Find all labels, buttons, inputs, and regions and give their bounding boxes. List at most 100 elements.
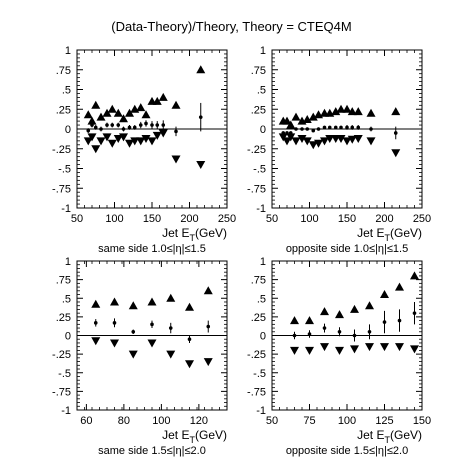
- y-tick-label: -1: [256, 203, 266, 215]
- triangle-down-point: [325, 134, 335, 143]
- triangle-up-point: [125, 108, 134, 117]
- triangle-down-point: [102, 133, 112, 142]
- triangle-up-point: [366, 108, 376, 117]
- data-point: [121, 127, 126, 131]
- data-point: [311, 128, 316, 133]
- y-tick-label: -1: [256, 405, 266, 417]
- data-point: [105, 123, 109, 127]
- triangle-up-point: [395, 282, 404, 291]
- data-point: [131, 329, 136, 334]
- triangle-up-point: [171, 100, 181, 109]
- triangle-down-point: [335, 346, 344, 355]
- triangle-down-point: [158, 129, 168, 138]
- data-point: [369, 127, 373, 131]
- x-axis-label: Jet ET(GeV): [357, 428, 422, 445]
- data-point: [174, 129, 178, 134]
- y-tick-label: 0: [260, 124, 266, 136]
- triangle-down-point: [136, 137, 146, 146]
- y-tick-label: -1: [61, 203, 71, 215]
- triangle-down-point: [305, 346, 314, 355]
- triangle-up-point: [410, 271, 419, 280]
- triangle-down-point: [290, 346, 299, 355]
- data-point: [292, 333, 297, 338]
- triangle-down-point: [166, 350, 176, 359]
- triangle-up-point: [91, 100, 101, 109]
- x-tick-label: 150: [413, 415, 431, 427]
- data-point: [127, 125, 132, 130]
- data-point: [90, 123, 94, 127]
- triangle-down-point: [130, 137, 140, 146]
- triangle-up-point: [391, 107, 401, 116]
- x-tick-label: 250: [413, 213, 431, 225]
- panel-caption: opposite side 1.0≤|η|≤1.5: [286, 243, 408, 255]
- data-point: [322, 125, 327, 130]
- triangle-down-point: [91, 145, 101, 154]
- y-tick-label: -.75: [52, 183, 71, 195]
- triangle-up-point: [166, 293, 176, 302]
- triangle-up-point: [87, 116, 97, 125]
- triangle-up-point: [203, 286, 213, 295]
- triangle-up-point: [350, 304, 359, 313]
- triangle-down-point: [336, 134, 346, 143]
- data-point: [322, 326, 327, 330]
- y-tick-label: .75: [251, 275, 266, 287]
- triangle-down-point: [291, 137, 301, 146]
- data-point: [294, 127, 298, 131]
- triangle-down-point: [410, 345, 419, 354]
- data-point: [352, 333, 357, 338]
- triangle-up-point: [365, 301, 374, 310]
- x-tick-label: 200: [180, 213, 198, 225]
- x-tick-label: 75: [303, 415, 315, 427]
- triangle-down-point: [91, 337, 101, 346]
- triangle-up-point: [290, 316, 299, 325]
- triangle-up-point: [380, 290, 389, 299]
- data-point: [393, 131, 398, 135]
- triangle-down-point: [366, 137, 376, 146]
- triangle-up-point: [185, 302, 194, 311]
- data-point: [112, 321, 117, 325]
- y-tick-label: 1: [260, 256, 266, 268]
- y-tick-label: -.25: [52, 144, 71, 156]
- triangle-down-point: [113, 134, 123, 143]
- data-point: [339, 125, 343, 130]
- y-tick-label: -.25: [52, 349, 71, 361]
- y-tick-label: -.75: [52, 386, 71, 398]
- data-point: [305, 127, 310, 131]
- data-point: [150, 322, 154, 327]
- triangle-down-point: [282, 137, 292, 146]
- triangle-up-point: [128, 301, 138, 310]
- y-tick-label: .5: [62, 293, 71, 305]
- x-tick-label: 120: [190, 415, 208, 427]
- triangle-down-point: [147, 137, 157, 146]
- triangle-down-point: [395, 343, 404, 352]
- data-point: [155, 123, 160, 127]
- data-point: [138, 123, 143, 127]
- x-tick-label: 100: [300, 213, 318, 225]
- triangle-down-point: [302, 137, 312, 146]
- triangle-down-point: [308, 141, 318, 150]
- data-point: [132, 125, 137, 130]
- triangle-up-point: [136, 103, 146, 112]
- triangle-up-point: [147, 297, 157, 306]
- data-point: [116, 123, 121, 127]
- y-tick-label: 0: [65, 124, 71, 136]
- y-tick-label: .75: [56, 65, 71, 77]
- triangle-up-point: [308, 112, 318, 121]
- panel-caption: same side 1.0≤|η|≤1.5: [98, 243, 206, 255]
- x-tick-label: 125: [375, 415, 393, 427]
- x-tick-label: 100: [338, 415, 356, 427]
- triangle-up-point: [282, 116, 292, 125]
- triangle-up-point: [119, 114, 128, 123]
- y-tick-label: .5: [257, 85, 266, 97]
- y-tick-label: .5: [257, 293, 266, 305]
- data-point: [161, 123, 166, 127]
- triangle-up-point: [342, 104, 352, 113]
- triangle-down-point: [185, 360, 194, 369]
- triangle-down-point: [147, 339, 157, 348]
- triangle-up-point: [286, 120, 296, 129]
- triangle-down-point: [353, 134, 363, 143]
- triangle-up-point: [347, 107, 357, 116]
